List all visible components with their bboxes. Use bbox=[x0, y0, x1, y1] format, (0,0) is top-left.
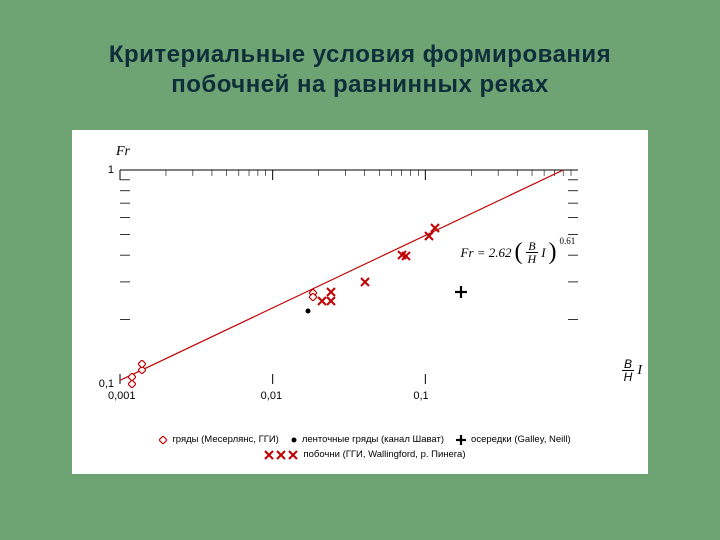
legend-item: побочни (ГГИ, Wallingford, р. Пинега) bbox=[264, 449, 465, 460]
data-point-ripples bbox=[128, 380, 136, 388]
xtick-label: 0,001 bbox=[108, 390, 136, 402]
data-point-pobochni bbox=[326, 287, 336, 297]
xtick-label: 0,1 bbox=[413, 390, 428, 402]
chart-panel: Fr 0,0010,010,10,11Fr = 2.62(BHI)0.61 BH… bbox=[72, 130, 648, 474]
slide: Критериальные условия формирования побоч… bbox=[50, 40, 670, 500]
data-point-ribbon bbox=[305, 308, 311, 314]
data-point-pobochni bbox=[430, 223, 440, 233]
data-point-oseredki bbox=[455, 286, 467, 298]
data-point-ripples bbox=[138, 360, 146, 368]
slide-title: Критериальные условия формирования побоч… bbox=[50, 40, 670, 100]
legend-item: гряды (Месерлянс, ГГИ) bbox=[159, 434, 279, 445]
legend: гряды (Месерлянс, ГГИ) ленточные гряды (к… bbox=[122, 434, 608, 460]
yaxis-label: Fr bbox=[116, 144, 130, 160]
data-point-pobochni bbox=[360, 277, 370, 287]
legend-item: ленточные гряды (канал Шават) bbox=[291, 434, 444, 445]
xaxis-label: BH I bbox=[622, 358, 642, 383]
data-point-pobochni bbox=[401, 251, 411, 261]
ytick-label: 0,1 bbox=[99, 378, 114, 390]
data-point-pobochni bbox=[326, 296, 336, 306]
data-point-ripples bbox=[128, 373, 136, 381]
ytick-label: 1 bbox=[108, 164, 114, 176]
plot-area: 0,0010,010,10,11Fr = 2.62(BHI)0.61 bbox=[120, 170, 578, 384]
formula: Fr = 2.62(BHI)0.61 bbox=[461, 240, 576, 265]
legend-item: осередки (Galley, Neill) bbox=[456, 434, 571, 445]
xtick-label: 0,01 bbox=[261, 390, 282, 402]
